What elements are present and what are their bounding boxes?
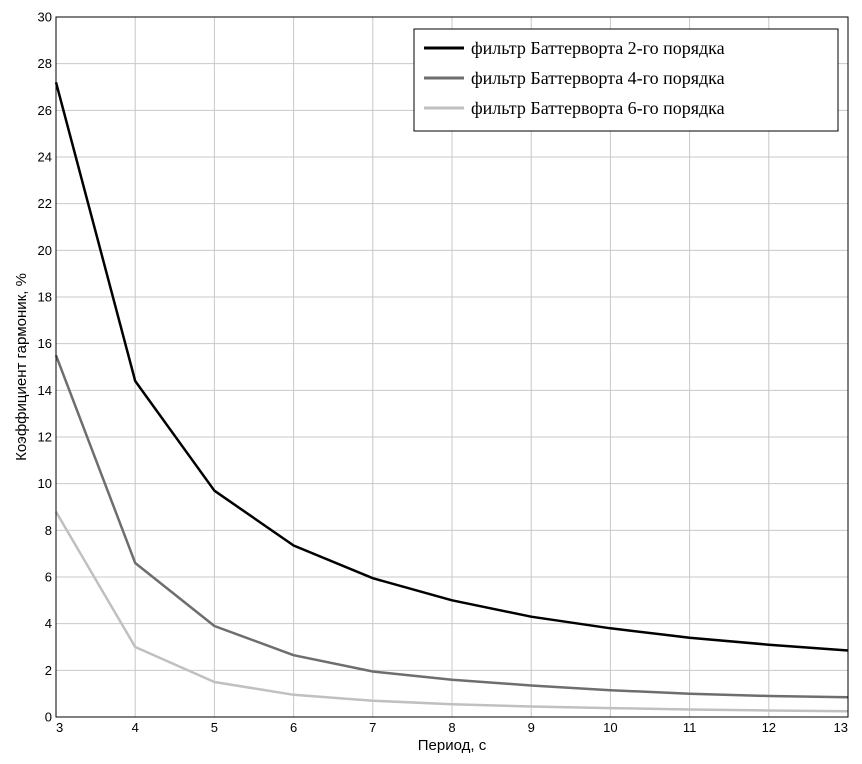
y-tick-label: 26 <box>38 103 52 118</box>
y-tick-label: 22 <box>38 196 52 211</box>
series-line-2 <box>54 354 849 699</box>
y-tick-label: 28 <box>38 56 52 71</box>
series-lines <box>54 81 849 713</box>
legend-label-3: фильтр Баттерворта 6-го порядка <box>471 98 725 118</box>
x-tick-label: 10 <box>603 720 617 735</box>
legend-box <box>413 28 839 132</box>
x-tick-label: 3 <box>56 720 63 735</box>
x-tick-label: 13 <box>834 720 848 735</box>
y-tick-label: 12 <box>38 430 52 445</box>
x-tick-label: 11 <box>683 720 697 735</box>
y-tick-label: 6 <box>45 570 52 585</box>
x-tick-label: 8 <box>448 720 455 735</box>
y-axis-label: Коэффициент гармоник, % <box>13 273 30 461</box>
x-axis-label: Период, с <box>418 737 487 754</box>
legend: фильтр Баттерворта 2-го порядка фильтр Ба… <box>413 28 839 132</box>
x-tick-label: 9 <box>528 720 535 735</box>
y-tick-label: 14 <box>38 383 52 398</box>
y-tick-label: 30 <box>38 10 52 25</box>
series-line-3 <box>54 511 849 713</box>
x-tick-label: 12 <box>762 720 776 735</box>
legend-label-1: фильтр Баттерворта 2-го порядка <box>471 38 725 58</box>
y-tick-label: 8 <box>45 523 52 538</box>
plot-frame <box>55 16 849 718</box>
y-tick-label: 10 <box>38 476 52 491</box>
y-tick-label: 24 <box>38 150 52 165</box>
y-tick-label: 4 <box>45 616 52 631</box>
x-tick-label: 7 <box>369 720 376 735</box>
y-tick-label: 16 <box>38 336 52 351</box>
y-tick-label: 0 <box>45 710 52 725</box>
legend-label-2: фильтр Баттерворта 4-го порядка <box>471 68 725 88</box>
y-tick-label: 20 <box>38 243 52 258</box>
y-tick-label: 18 <box>38 290 52 305</box>
x-tick-label: 5 <box>211 720 218 735</box>
tick-labels: 3 4 5 6 7 8 9 10 11 12 130246810121416182022242628… <box>38 10 848 736</box>
x-tick-label: 6 <box>290 720 297 735</box>
y-tick-label: 2 <box>45 663 52 678</box>
series-line-1 <box>54 81 849 652</box>
x-tick-label: 4 <box>132 720 139 735</box>
